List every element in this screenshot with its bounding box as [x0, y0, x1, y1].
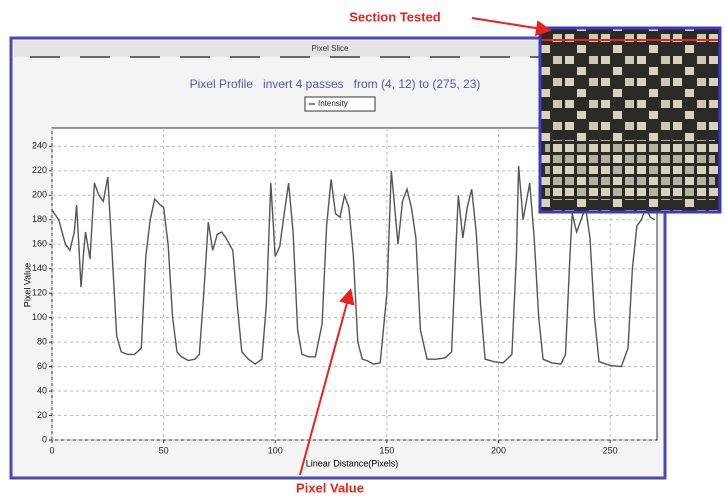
legend-label: Intensity	[318, 99, 348, 108]
data-line	[51, 165, 656, 368]
window-titlebar	[14, 41, 662, 57]
y-tick-label: 40	[37, 385, 47, 395]
y-tick-label: 180	[32, 214, 47, 224]
x-tick-label: 200	[491, 445, 506, 455]
y-tick-label: 100	[32, 312, 47, 322]
x-tick-label: 250	[603, 445, 618, 455]
inset-photo-detail	[545, 140, 715, 200]
legend-box	[304, 96, 376, 112]
x-tick-label: 150	[379, 445, 394, 455]
y-tick-label: 160	[32, 239, 47, 249]
value-annotation: Pixel Value	[296, 480, 364, 495]
x-tick-label: 0	[49, 445, 54, 455]
y-tick-label: 220	[32, 165, 47, 175]
x-tick-label: 100	[268, 445, 283, 455]
y-tick-label: 60	[37, 361, 47, 371]
y-axis-label: Pixel Value	[22, 263, 32, 307]
section-annotation: Section Tested	[349, 9, 441, 24]
y-tick-label: 140	[32, 263, 47, 273]
y-tick-label: 80	[37, 336, 47, 346]
x-tick-label: 50	[159, 445, 169, 455]
chart-title: Pixel Profile invert 4 passes from (4, 1…	[190, 77, 481, 91]
y-tick-label: 120	[32, 288, 47, 298]
y-tick-label: 240	[32, 141, 47, 151]
y-tick-label: 20	[37, 410, 47, 420]
window-title: Pixel Slice	[312, 44, 349, 53]
annotation-arrow	[299, 288, 355, 476]
y-tick-label: 0	[42, 434, 47, 444]
y-tick-label: 200	[32, 190, 47, 200]
x-axis-label: Linear Distance(Pixels)	[306, 458, 399, 468]
annotation-arrow	[471, 17, 552, 37]
